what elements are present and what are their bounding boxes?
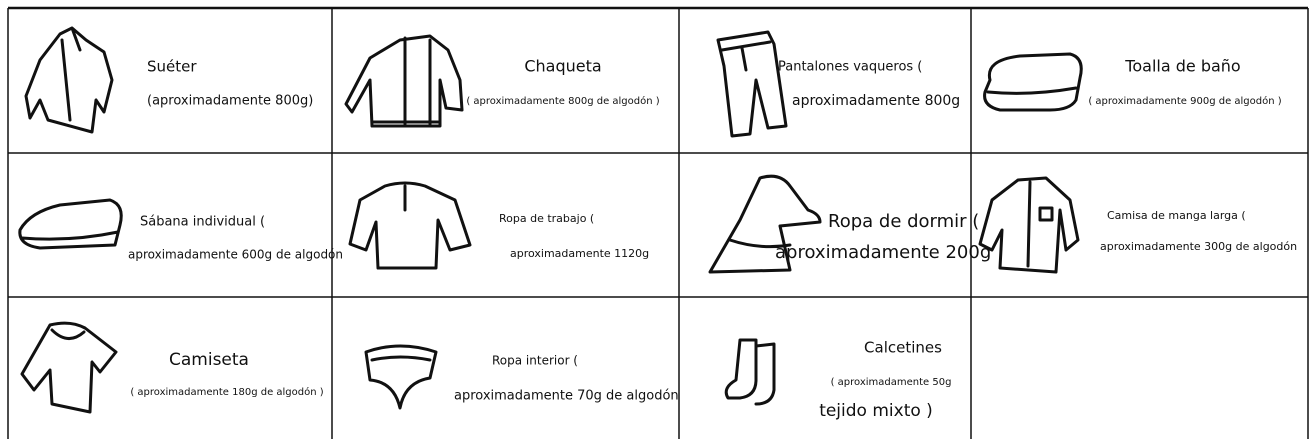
item-weight: aproximadamente 70g de algodón (454, 389, 679, 404)
item-weight: (aproximadamente 800g) (147, 94, 313, 109)
item-weight: ( aproximadamente 180g de algodón ) (130, 386, 323, 398)
item-name: Calcetines (864, 339, 942, 357)
item-weight: tejido mixto ) (819, 401, 933, 421)
item-weight: aproximadamente 600g de algodón (128, 248, 343, 262)
item-weight: ( aproximadamente 800g de algodón ) (466, 95, 659, 107)
nightwear-icon (708, 174, 822, 274)
item-name: Chaqueta (524, 57, 601, 76)
shirt-icon (978, 176, 1080, 274)
item-weight: aproximadamente 300g de algodón (1100, 240, 1297, 253)
tshirt-icon (20, 321, 118, 414)
item-name: Ropa interior ( (492, 354, 578, 368)
item-name: Ropa de trabajo ( (499, 212, 594, 225)
table-grid (7, 6, 1309, 439)
item-name: Camiseta (169, 350, 249, 370)
towel-icon (983, 52, 1083, 112)
item-weight: aproximadamente 800g (792, 93, 960, 109)
item-name: Toalla de baño (1124, 57, 1240, 76)
item-weight: aproximadamente 200g (775, 242, 991, 263)
jacket-icon (344, 34, 464, 128)
workwear-icon (348, 181, 472, 270)
item-weight: ( aproximadamente 900g de algodón ) (1088, 95, 1281, 107)
item-weight: aproximadamente 1120g (510, 247, 649, 260)
item-name: Pantalones vaqueros ( (778, 60, 922, 75)
sweater-icon (24, 26, 114, 134)
underwear-icon (364, 344, 438, 410)
sheet-icon (18, 198, 123, 250)
socks-icon (724, 338, 776, 406)
item-weight: ( aproximadamente 50g (831, 377, 952, 388)
item-name: Suéter (147, 58, 197, 76)
item-name: Ropa de dormir ( (828, 211, 979, 232)
icons (18, 26, 1083, 414)
item-name: Camisa de manga larga ( (1107, 209, 1246, 222)
jeans-icon (716, 30, 788, 138)
item-name: Sábana individual ( (140, 215, 265, 230)
